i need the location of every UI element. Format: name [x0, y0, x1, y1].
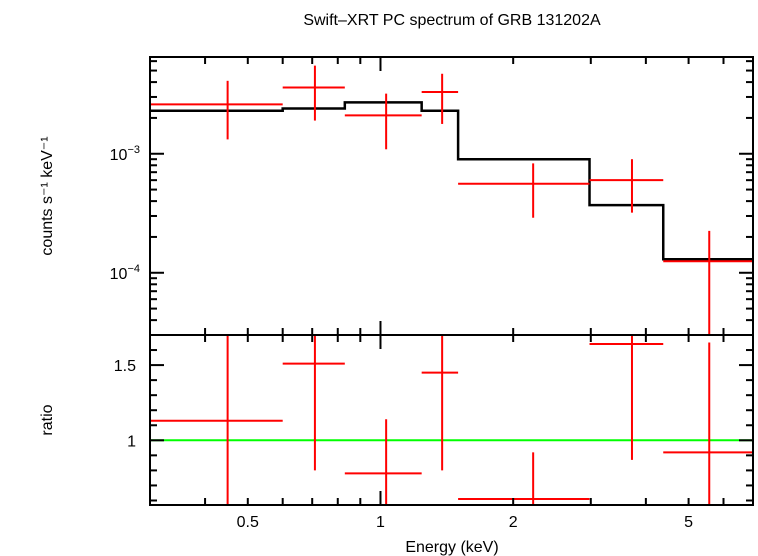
top-panel-frame	[149, 56, 754, 336]
spectrum-point-5	[458, 163, 590, 218]
xtick-label-1: 0.5	[237, 514, 259, 531]
ratio-point-3	[344, 419, 422, 505]
spectrum-point-7	[663, 230, 753, 335]
bottom-ytick-label-1: 1	[127, 433, 136, 450]
ratio-point-1	[150, 335, 283, 505]
bottom-ytick-label-2: 1.5	[114, 358, 136, 375]
xtick-label-3: 2	[509, 514, 518, 531]
top-ytick-label-2: 10−4	[110, 263, 140, 283]
bottom-y-axis-label: ratio	[39, 404, 56, 435]
bottom-panel-frame	[149, 334, 754, 506]
ratio-point-7	[663, 342, 753, 505]
bottom-panel: 1 1.5 0.5 1 2 5 ratio Energy (keV)	[39, 334, 754, 556]
ratio-point-2	[282, 335, 345, 471]
top-y-axis-label: counts s⁻¹ keV⁻¹	[39, 136, 56, 255]
chart-title: Swift–XRT PC spectrum of GRB 131202A	[303, 12, 601, 29]
model-step-line	[150, 101, 753, 261]
top-ytick-label-1: 10−3	[110, 144, 140, 164]
spectrum-point-1	[150, 80, 283, 140]
spectrum-point-3	[344, 93, 422, 150]
top-panel: 10−3 10−4 counts s⁻¹ keV⁻¹	[39, 56, 754, 336]
spectrum-point-6	[589, 159, 664, 213]
xtick-label-2: 1	[376, 514, 385, 531]
ratio-point-4	[421, 335, 459, 471]
spectrum-point-2	[282, 65, 345, 121]
xtick-label-4: 5	[684, 514, 693, 531]
ratio-point-6	[589, 335, 664, 460]
x-axis-label: Energy (keV)	[405, 539, 498, 556]
spectrum-point-4	[421, 73, 459, 124]
ratio-point-5	[458, 452, 590, 505]
